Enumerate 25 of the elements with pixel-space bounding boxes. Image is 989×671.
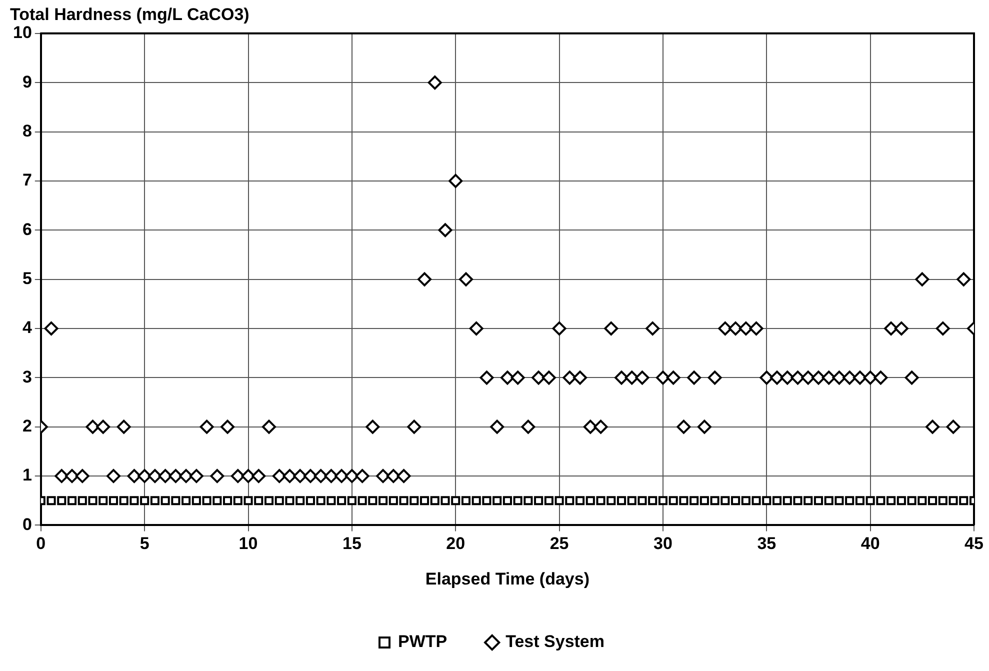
y-tick-label: 1 [22, 466, 32, 485]
x-tick-label: 15 [342, 534, 362, 554]
x-tick-label: 35 [757, 534, 776, 554]
y-tick-label: 3 [22, 367, 32, 386]
x-tick-label: 40 [860, 534, 880, 554]
y-tick-label: 9 [22, 72, 32, 92]
x-tick-label: 30 [654, 534, 672, 554]
x-tick-label: 20 [446, 534, 466, 554]
x-tick-label: 0 [36, 534, 46, 554]
y-tick-label: 6 [22, 220, 32, 239]
x-tick-label: 5 [140, 534, 150, 554]
x-axis-title: Elapsed Time (days) [425, 569, 590, 588]
y-tick-label: 8 [22, 121, 32, 140]
y-tick-label: 0 [22, 514, 32, 534]
y-tick-label: 4 [22, 318, 32, 338]
y-tick-label: 2 [22, 416, 32, 436]
y-tick-label: 7 [22, 170, 32, 190]
y-tick-label: 5 [22, 268, 32, 288]
x-tick-label: 10 [238, 534, 258, 554]
chart-title: Total Hardness (mg/L CaCO3) [10, 4, 250, 24]
x-tick-label: 45 [964, 534, 984, 554]
legend-label: Test System [506, 632, 605, 652]
y-tick-label: 10 [12, 23, 32, 42]
x-tick-label: 25 [550, 534, 569, 554]
legend-label: PWTP [398, 632, 448, 652]
